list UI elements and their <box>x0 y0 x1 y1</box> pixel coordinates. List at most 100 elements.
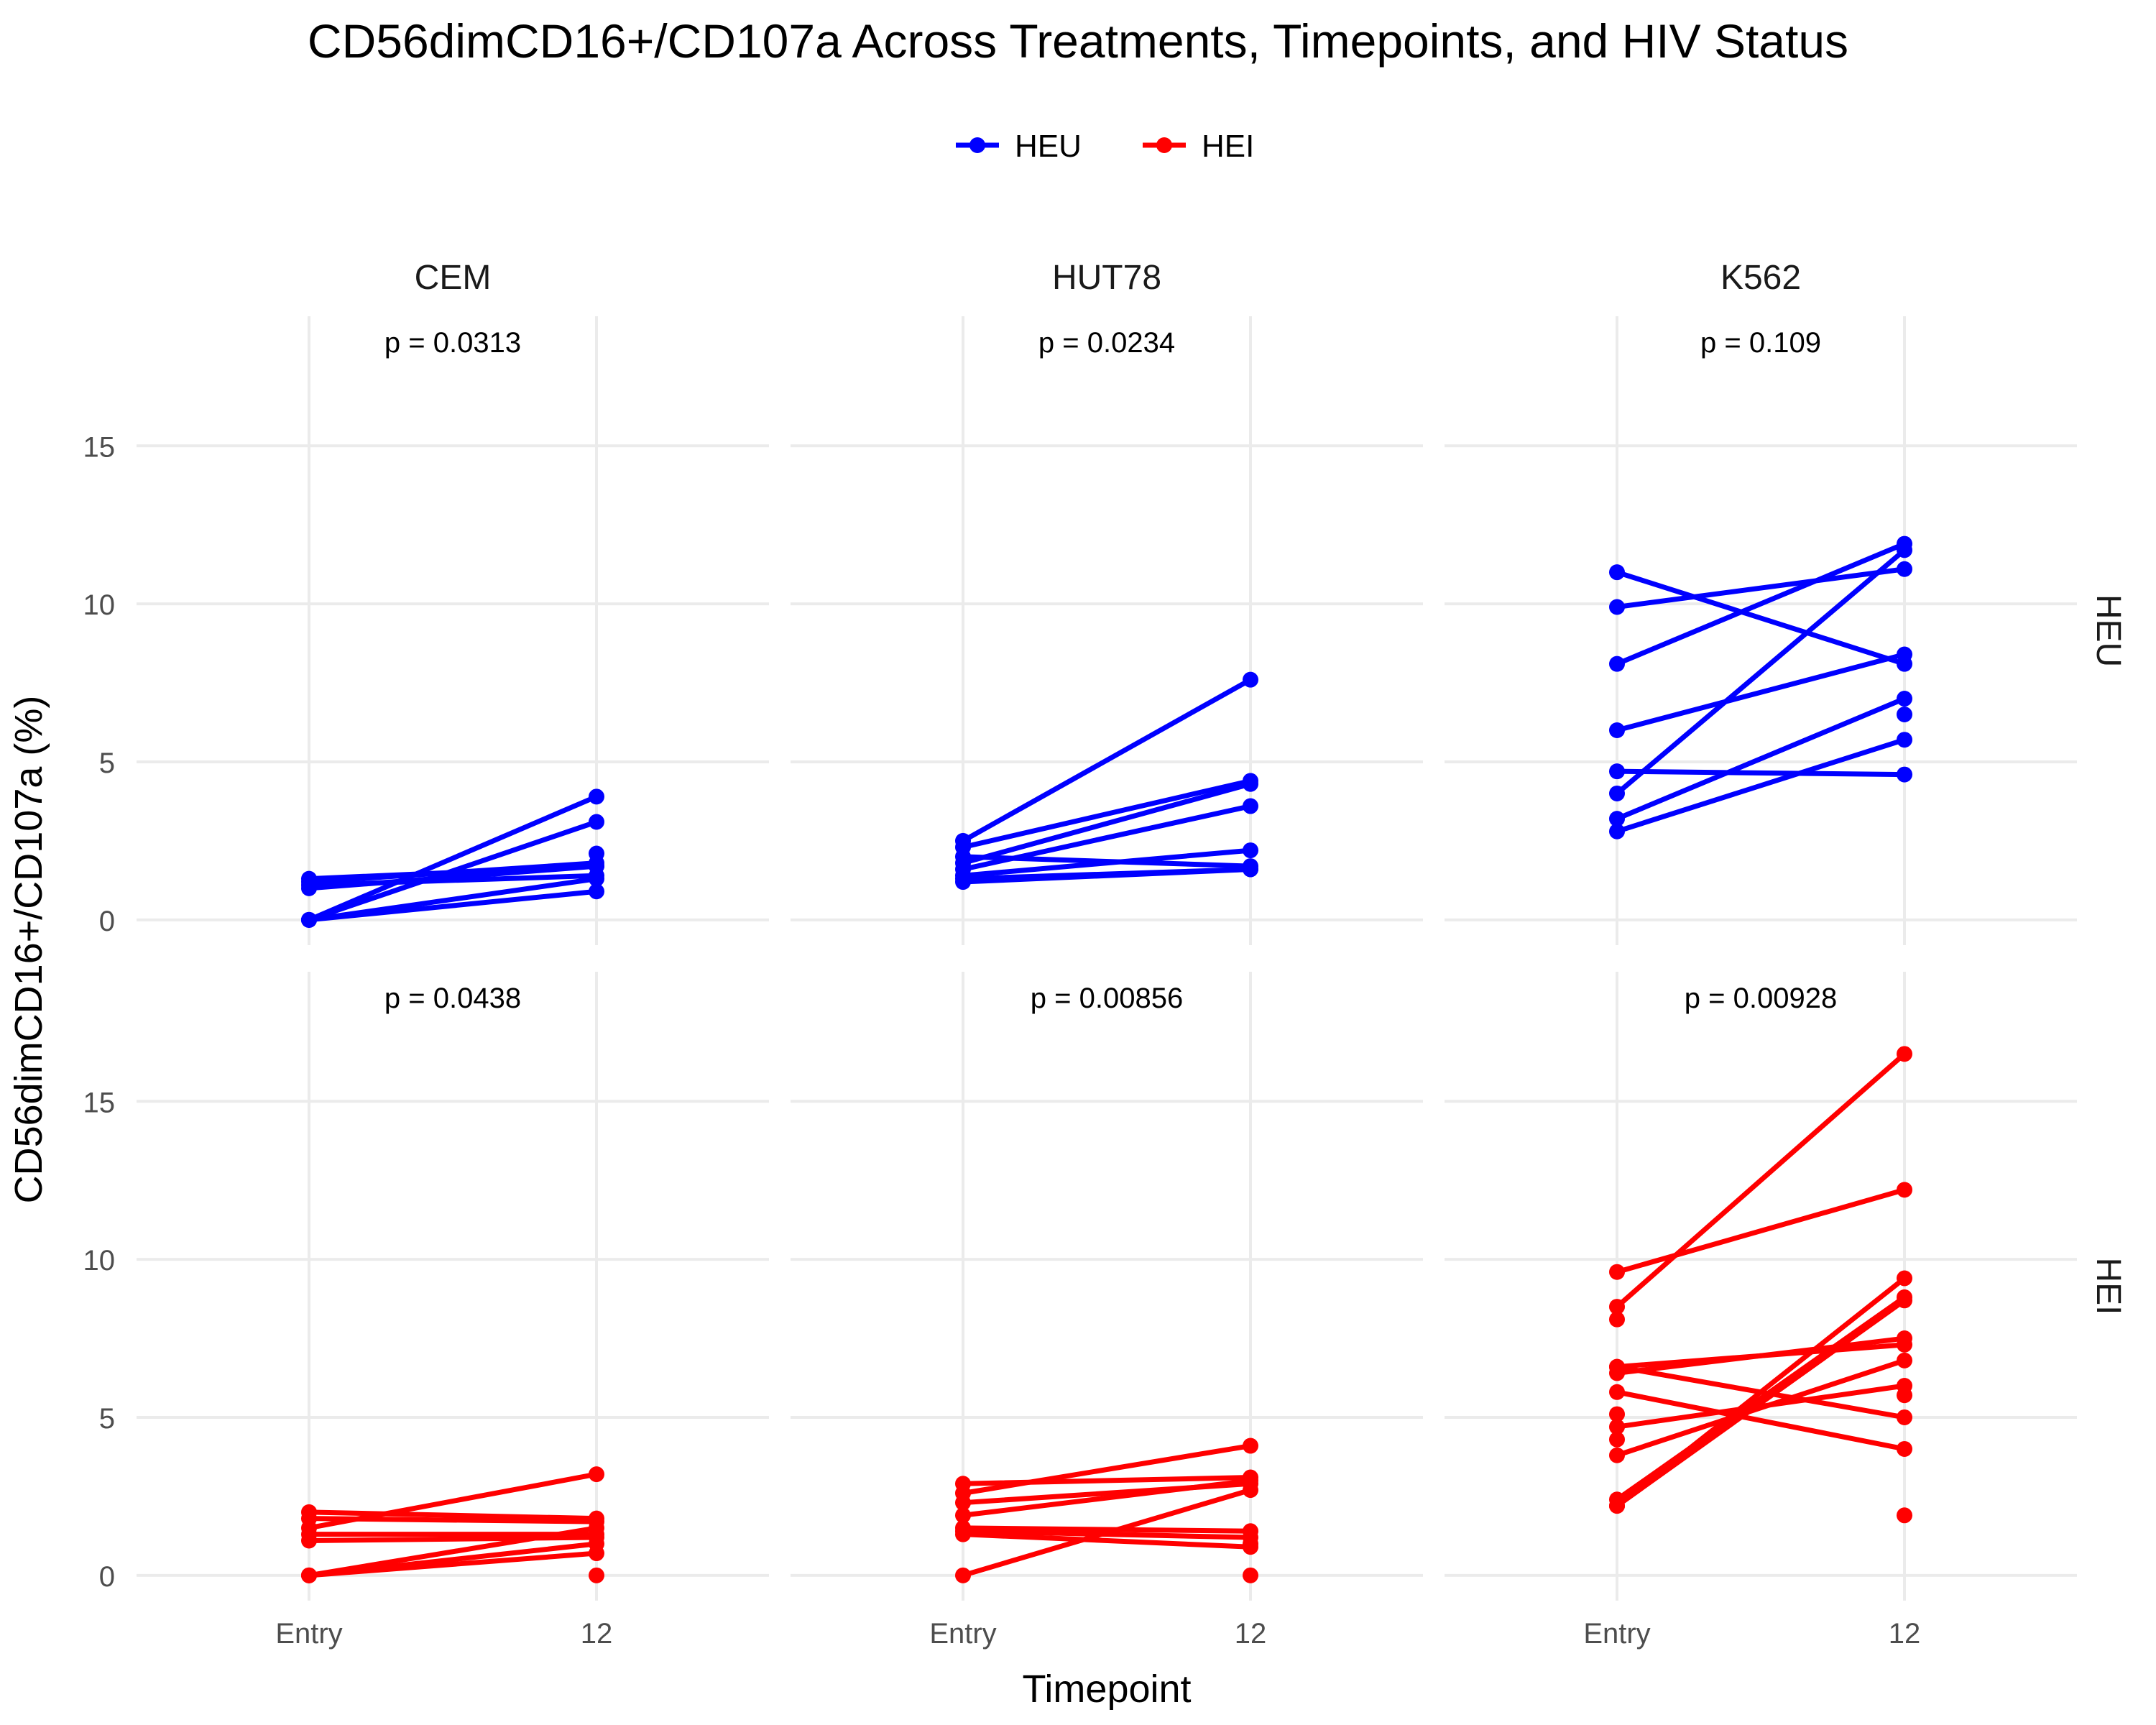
data-point <box>1609 564 1625 581</box>
data-point <box>1243 1482 1258 1499</box>
panel-hut78-hei: p = 0.00856 <box>791 972 1423 1601</box>
data-point <box>589 814 604 830</box>
data-point <box>1609 1311 1625 1328</box>
facet-strip-cem: CEM <box>415 259 492 297</box>
data-point <box>1609 1419 1625 1435</box>
p-value-label: p = 0.109 <box>1700 327 1821 359</box>
series-line <box>960 1478 1253 1518</box>
data-point <box>955 870 971 887</box>
data-point <box>1897 1182 1912 1198</box>
data-point <box>1243 842 1258 859</box>
legend-item-heu: HEU <box>956 129 1082 164</box>
facet-grid: CEM HUT78 K562 HEU HEI 0 5 10 15 0 5 10 15 Entry 12 Ent… <box>83 259 2128 1650</box>
series-line <box>960 1443 1253 1496</box>
x-tick-label: Entry <box>929 1618 996 1650</box>
legend-marker-heu <box>969 137 985 153</box>
panel-k562-hei: p = 0.00928 <box>1445 972 2077 1601</box>
series-line <box>1614 696 1907 822</box>
data-point <box>955 848 971 865</box>
series-line <box>1614 1358 1907 1458</box>
data-point <box>1609 1431 1625 1448</box>
data-point <box>1609 811 1625 827</box>
series-line <box>960 781 1253 866</box>
data-point <box>1897 691 1912 707</box>
series-line <box>1614 566 1907 610</box>
series-line <box>306 1509 599 1522</box>
series-line <box>306 873 599 888</box>
data-point <box>589 788 604 805</box>
series-line <box>1614 1389 1907 1452</box>
panel-cem-hei: p = 0.0438 <box>137 972 769 1601</box>
facet-strip-hei: HEI <box>2089 1257 2127 1315</box>
series-line <box>960 866 1253 882</box>
series-line <box>1614 1276 1907 1509</box>
legend: HEU HEI <box>956 129 1254 164</box>
data-point <box>1243 776 1258 792</box>
data-point <box>955 1567 971 1583</box>
data-point <box>1609 599 1625 615</box>
p-value-label: p = 0.0313 <box>384 327 521 359</box>
data-point <box>1243 858 1258 875</box>
x-tick-label: Entry <box>275 1618 342 1650</box>
data-point <box>1897 1507 1912 1524</box>
series-line <box>306 1525 599 1578</box>
x-axis-label: Timepoint <box>1022 1668 1191 1711</box>
facet-strip-hut78: HUT78 <box>1052 259 1161 297</box>
data-point <box>1609 1406 1625 1422</box>
panel-k562-heu: p = 0.109 <box>1445 316 2077 945</box>
series-line <box>1614 547 1907 796</box>
series-line <box>960 1525 1253 1534</box>
legend-marker-hei <box>1156 137 1172 153</box>
x-tick-label: Entry <box>1583 1618 1650 1650</box>
data-point <box>1243 1438 1258 1454</box>
panel-hut78-heu: p = 0.0234 <box>791 316 1423 945</box>
series-line <box>960 1475 1253 1486</box>
y-tick-label: 5 <box>99 1403 115 1435</box>
series-line <box>306 1550 599 1578</box>
data-point <box>589 870 604 887</box>
data-point <box>955 1507 971 1524</box>
y-tick-label: 0 <box>99 906 115 937</box>
panel-cem-heu: p = 0.0313 <box>137 316 769 945</box>
data-point <box>1897 766 1912 783</box>
data-point <box>955 1494 971 1511</box>
facet-strip-k562: K562 <box>1720 259 1801 297</box>
data-point <box>1897 1046 1912 1062</box>
data-point <box>1897 1270 1912 1287</box>
y-axis-label: CD56dimCD16+/CD107a (%) <box>7 696 50 1204</box>
data-point <box>1609 1384 1625 1400</box>
series-line <box>306 819 599 923</box>
data-point <box>301 1567 317 1583</box>
legend-item-hei: HEI <box>1143 129 1254 164</box>
data-point <box>1897 542 1912 558</box>
series-line <box>1614 1051 1907 1310</box>
y-tick-label: 10 <box>83 589 116 621</box>
data-point <box>301 1532 317 1549</box>
data-point <box>301 877 317 893</box>
y-tick-label: 5 <box>99 748 115 779</box>
data-point <box>1243 798 1258 814</box>
data-point <box>1897 1387 1912 1404</box>
data-point <box>589 1567 604 1583</box>
series-line <box>1614 1187 1907 1275</box>
series-line <box>1614 651 1907 733</box>
data-point <box>1609 656 1625 672</box>
series-line <box>1614 1335 1907 1376</box>
series-line <box>960 677 1253 844</box>
legend-label-heu: HEU <box>1015 129 1082 164</box>
data-point <box>301 911 317 928</box>
p-value-label: p = 0.0234 <box>1038 327 1175 359</box>
series-line <box>960 778 1253 850</box>
y-tick-label: 15 <box>83 1087 116 1118</box>
y-tick-label: 15 <box>83 431 116 463</box>
x-tick-label: 12 <box>581 1618 613 1650</box>
data-point <box>1897 1409 1912 1425</box>
series-line <box>306 1471 599 1531</box>
data-point <box>1243 1567 1258 1583</box>
data-point <box>589 845 604 862</box>
p-value-label: p = 0.00856 <box>1031 983 1183 1014</box>
series-line <box>1614 541 1907 667</box>
data-point <box>1243 1535 1258 1552</box>
legend-label-hei: HEI <box>1202 129 1254 164</box>
